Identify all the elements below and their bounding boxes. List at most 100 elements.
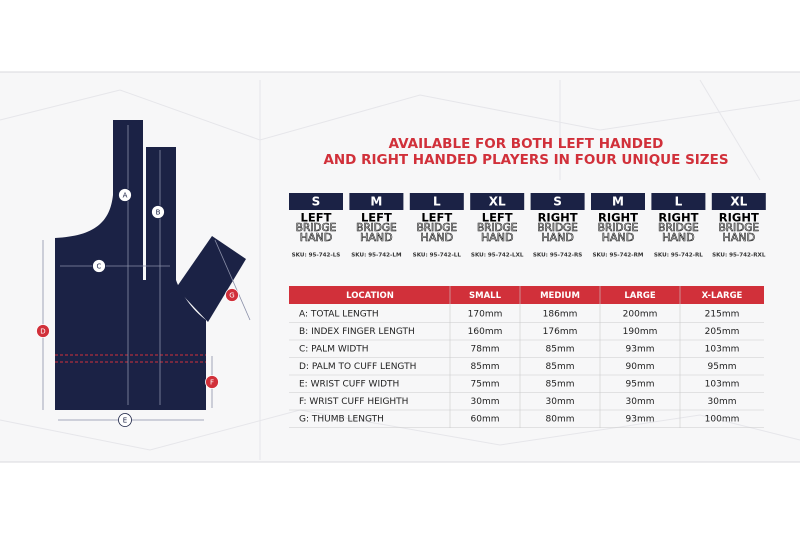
size-label: XL bbox=[730, 195, 747, 209]
hand-word: HAND bbox=[360, 231, 393, 244]
column-header: LOCATION bbox=[346, 291, 394, 301]
hand-word: HAND bbox=[481, 231, 514, 244]
hand-word: HAND bbox=[723, 231, 756, 244]
cell: 78mm bbox=[471, 345, 500, 355]
label-badge bbox=[118, 188, 132, 202]
cell: 30mm bbox=[708, 397, 737, 407]
dimension-label: A bbox=[123, 192, 128, 200]
bridge-word: BRIDGE bbox=[598, 222, 638, 234]
size-label: S bbox=[312, 195, 321, 209]
size-label: M bbox=[612, 195, 624, 209]
cell: 85mm bbox=[546, 362, 575, 372]
label-badge bbox=[36, 324, 50, 338]
bridge-word: BRIDGE bbox=[477, 222, 517, 234]
label-badge bbox=[205, 375, 219, 389]
glove bbox=[42, 120, 251, 421]
column-header: LARGE bbox=[624, 291, 656, 301]
cell: 186mm bbox=[543, 310, 578, 320]
bridge-word: BRIDGE bbox=[356, 222, 396, 234]
hand-side: RIGHT bbox=[719, 211, 759, 225]
dimension-label: B bbox=[156, 209, 161, 217]
hand-side: RIGHT bbox=[538, 211, 578, 225]
cell: 205mm bbox=[705, 327, 740, 337]
dimension-label: C bbox=[97, 263, 102, 271]
size-box bbox=[530, 193, 585, 210]
column-header: X-LARGE bbox=[702, 291, 743, 301]
size-box bbox=[409, 193, 464, 210]
label-badge bbox=[118, 413, 132, 427]
hand-side: RIGHT bbox=[598, 211, 638, 225]
middle-finger bbox=[146, 147, 176, 290]
cell: 176mm bbox=[543, 327, 578, 337]
cell: 75mm bbox=[471, 380, 500, 390]
cell: 85mm bbox=[471, 362, 500, 372]
hand-side: RIGHT bbox=[658, 211, 698, 225]
title-line: AVAILABLE FOR BOTH LEFT HANDED bbox=[389, 136, 664, 152]
label-badge bbox=[151, 205, 165, 219]
cell: 60mm bbox=[471, 415, 500, 425]
size-box bbox=[711, 193, 766, 210]
cell: G: THUMB LENGTH bbox=[299, 415, 384, 425]
size-label: S bbox=[553, 195, 562, 209]
sku: SKU: 95-742-RXL bbox=[712, 253, 766, 259]
cell: 190mm bbox=[623, 327, 658, 337]
cell: B: INDEX FINGER LENGTH bbox=[299, 327, 415, 337]
cell: 215mm bbox=[705, 310, 740, 320]
bridge-word: BRIDGE bbox=[719, 222, 759, 234]
bridge-word: BRIDGE bbox=[417, 222, 457, 234]
palm bbox=[55, 195, 206, 410]
column-header: MEDIUM bbox=[540, 291, 580, 301]
sku: SKU: 95-742-RL bbox=[654, 253, 703, 259]
sku: SKU: 95-742-LXL bbox=[471, 253, 524, 259]
cell: C: PALM WIDTH bbox=[299, 345, 369, 355]
size-box bbox=[470, 193, 525, 210]
cell: E: WRIST CUFF WIDTH bbox=[299, 380, 399, 390]
cell: 170mm bbox=[468, 310, 503, 320]
sku: SKU: 95-742-RS bbox=[533, 253, 582, 259]
bridge-word: BRIDGE bbox=[296, 222, 336, 234]
hand-side: LEFT bbox=[361, 211, 392, 225]
size-label: L bbox=[433, 195, 441, 209]
cell: 30mm bbox=[626, 397, 655, 407]
thumb bbox=[176, 236, 246, 322]
hand-word: HAND bbox=[662, 231, 695, 244]
cell: 80mm bbox=[546, 415, 575, 425]
dimension-label: D bbox=[40, 328, 45, 336]
cell: 85mm bbox=[546, 380, 575, 390]
bridge-word: BRIDGE bbox=[537, 222, 577, 234]
cell: 200mm bbox=[623, 310, 658, 320]
hand-side: LEFT bbox=[421, 211, 452, 225]
size-box bbox=[289, 193, 343, 210]
cell: 85mm bbox=[546, 345, 575, 355]
hand-word: HAND bbox=[541, 231, 574, 244]
hand-word: HAND bbox=[421, 231, 454, 244]
cell: 30mm bbox=[546, 397, 575, 407]
hand-side: LEFT bbox=[482, 211, 513, 225]
cell: 93mm bbox=[626, 415, 655, 425]
sku: SKU: 95-742-LL bbox=[413, 253, 462, 259]
sku: SKU: 95-742-LM bbox=[351, 253, 402, 259]
label-badge bbox=[92, 259, 106, 273]
cell: 103mm bbox=[705, 380, 740, 390]
cell: D: PALM TO CUFF LENGTH bbox=[299, 362, 416, 372]
cell: 103mm bbox=[705, 345, 740, 355]
hand-word: HAND bbox=[300, 231, 333, 244]
cell: F: WRIST CUFF HEIGHTH bbox=[299, 397, 408, 407]
size-label: L bbox=[675, 195, 683, 209]
cell: 90mm bbox=[626, 362, 655, 372]
column-header: SMALL bbox=[469, 291, 502, 301]
size-label: XL bbox=[489, 195, 506, 209]
sku: SKU: 95-742-LS bbox=[292, 253, 341, 259]
size-box bbox=[349, 193, 404, 210]
cell: 100mm bbox=[705, 415, 740, 425]
sku: SKU: 95-742-RM bbox=[593, 253, 644, 259]
hand-word: HAND bbox=[602, 231, 635, 244]
label-badge bbox=[225, 288, 239, 302]
hand-side: LEFT bbox=[301, 211, 332, 225]
size-label: M bbox=[370, 195, 382, 209]
bridge-word: BRIDGE bbox=[658, 222, 698, 234]
size-box bbox=[591, 193, 645, 210]
size-box bbox=[651, 193, 706, 210]
cell: 95mm bbox=[708, 362, 737, 372]
